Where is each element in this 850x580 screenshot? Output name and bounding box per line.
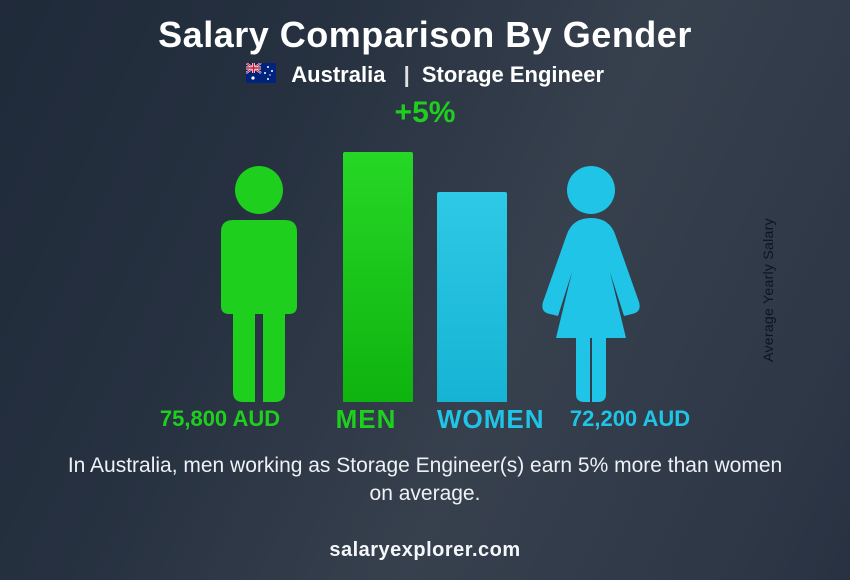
- australia-flag-icon: [246, 63, 276, 89]
- chart-labels-row: 75,800 AUD MEN WOMEN 72,200 AUD: [0, 402, 850, 436]
- women-salary-value: 72,200 AUD: [555, 406, 705, 432]
- women-bar: [437, 192, 507, 402]
- chart-figures: [0, 132, 850, 402]
- role-label: Storage Engineer: [422, 62, 604, 87]
- women-label: WOMEN: [437, 404, 531, 435]
- y-axis-label: Average Yearly Salary: [760, 218, 776, 362]
- percent-difference-label: +5%: [395, 96, 456, 130]
- men-label: MEN: [319, 404, 413, 435]
- subheading: Australia | Storage Engineer: [0, 62, 850, 89]
- gender-salary-chart: +5% 75,800 AUD MEN WOMEN 72,200: [0, 96, 850, 436]
- woman-icon: [531, 162, 651, 402]
- infographic-canvas: Salary Comparison By Gender: [0, 0, 850, 580]
- men-bar: [343, 152, 413, 402]
- man-icon: [199, 162, 319, 402]
- country-label: Australia: [291, 62, 385, 87]
- separator: |: [404, 62, 410, 87]
- page-title: Salary Comparison By Gender: [0, 14, 850, 56]
- source-attribution: salaryexplorer.com: [0, 539, 850, 562]
- men-salary-value: 75,800 AUD: [145, 406, 295, 432]
- description-text: In Australia, men working as Storage Eng…: [60, 452, 790, 509]
